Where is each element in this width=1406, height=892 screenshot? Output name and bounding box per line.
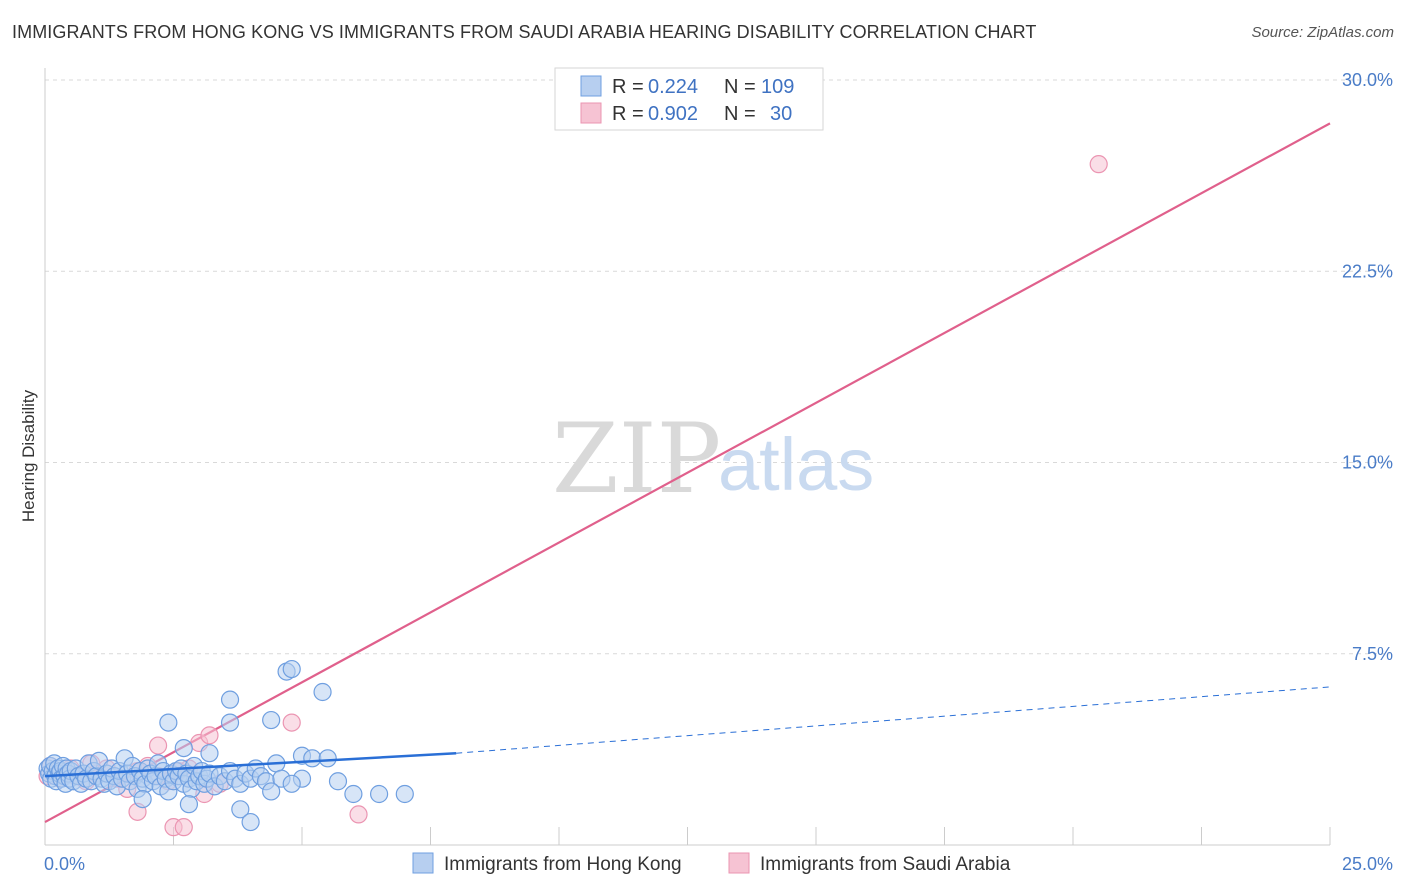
hong-kong-point	[220, 713, 240, 732]
hong-kong-point	[313, 682, 332, 702]
saudi-arabia-point	[200, 726, 219, 745]
legend-r-label-hong-kong: R =	[612, 76, 644, 98]
hong-kong-trend-extension	[456, 686, 1331, 754]
hong-kong-point	[262, 710, 281, 730]
chart-title: IMMIGRANTS FROM HONG KONG VS IMMIGRANTS …	[12, 22, 1037, 42]
legend-r-value-saudi-arabia: 0.902	[648, 103, 698, 125]
hong-kong-point	[159, 713, 178, 732]
saudi-arabia-point	[174, 818, 193, 837]
legend-r-label-saudi-arabia: R =	[612, 103, 644, 125]
hong-kong-point	[262, 782, 281, 801]
bottom-legend-label-hong-kong: Immigrants from Hong Kong	[444, 854, 682, 875]
hong-kong-point	[344, 784, 363, 804]
y-tick-label: 22.5%	[1342, 261, 1393, 281]
hong-kong-point	[395, 784, 414, 804]
watermark-zip: ZIP	[552, 403, 721, 515]
hong-kong-trend-line	[44, 751, 457, 778]
saudi-arabia-trend-line	[44, 122, 1331, 824]
bottom-legend-swatch-saudi-arabia	[728, 852, 750, 874]
series-legend: Immigrants from Hong Kong Immigrants fro…	[412, 852, 1011, 875]
gridlines	[45, 79, 1390, 655]
hong-kong-point	[179, 795, 199, 814]
hong-kong-point	[231, 800, 250, 819]
legend-n-value-hong-kong: 109	[761, 76, 794, 98]
hong-kong-point	[282, 659, 301, 679]
saudi-arabia-point	[148, 736, 168, 755]
tick-labels: 7.5% 15.0% 22.5% 30.0% 0.0% 25.0%	[44, 70, 1393, 874]
stats-legend: R = 0.224 N = 109 R = 0.902 N = 30	[554, 67, 824, 131]
axes	[44, 68, 1331, 846]
hong-kong-point	[133, 789, 152, 809]
hong-kong-point	[303, 749, 322, 768]
data-points	[38, 155, 1108, 837]
legend-swatch-saudi-arabia	[580, 102, 602, 124]
x-tick-label: 25.0%	[1342, 854, 1393, 874]
saudi-arabia-point	[282, 713, 301, 732]
legend-n-value-saudi-arabia: 30	[770, 103, 792, 125]
y-tick-label: 30.0%	[1342, 70, 1393, 90]
hong-kong-point	[200, 744, 219, 763]
y-axis-label: Hearing Disability	[19, 389, 38, 522]
hong-kong-point	[282, 774, 301, 793]
y-tick-label: 7.5%	[1352, 644, 1393, 664]
hong-kong-point	[370, 784, 389, 804]
source-credit: Source: ZipAtlas.com	[1251, 24, 1394, 41]
hong-kong-point	[241, 812, 260, 832]
x-tick-label: 0.0%	[44, 854, 85, 874]
legend-n-label-saudi-arabia: N =	[724, 103, 756, 125]
y-tick-label: 15.0%	[1342, 453, 1393, 473]
bottom-legend-swatch-hong-kong	[412, 852, 434, 874]
hong-kong-point	[328, 772, 348, 791]
hong-kong-point	[174, 738, 193, 758]
legend-r-value-hong-kong: 0.224	[648, 76, 698, 98]
legend-swatch-hong-kong	[580, 75, 602, 97]
hong-kong-point	[220, 690, 240, 709]
watermark-atlas: atlas	[718, 423, 874, 506]
saudi-arabia-point	[1089, 155, 1108, 174]
trend-lines	[44, 122, 1331, 824]
legend-n-label-hong-kong: N =	[724, 76, 756, 98]
saudi-arabia-point	[349, 805, 368, 824]
bottom-legend-label-saudi-arabia: Immigrants from Saudi Arabia	[760, 854, 1011, 875]
hong-kong-point	[318, 749, 337, 768]
